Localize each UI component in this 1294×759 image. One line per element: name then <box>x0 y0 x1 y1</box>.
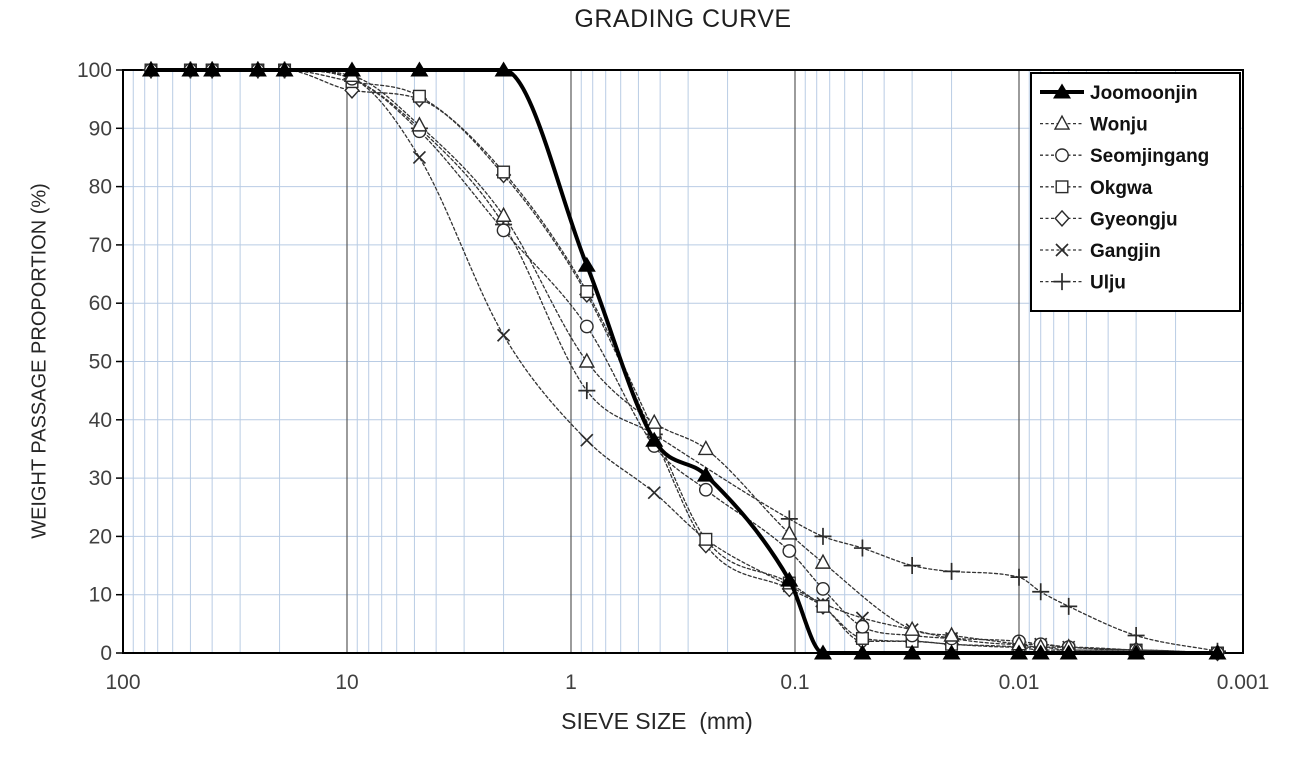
y-tick-label: 0 <box>100 642 112 665</box>
legend-item-ulju: Ulju <box>1040 273 1126 294</box>
x-tick-label: 10 <box>335 671 358 694</box>
y-tick-label: 20 <box>89 525 112 548</box>
y-tick-label: 40 <box>89 409 112 432</box>
x-tick-label: 0.1 <box>780 671 809 694</box>
y-axis-ticks <box>116 69 123 654</box>
y-tick-label: 100 <box>77 59 112 82</box>
legend: Joomoonjin Wonju Seomjingang Okgwa Gyeongju G… <box>1030 72 1241 312</box>
chart-title: GRADING CURVE <box>574 5 792 33</box>
y-tick-label: 90 <box>89 117 112 140</box>
y-tick-label: 80 <box>89 176 112 199</box>
x-tick-label: 0.001 <box>1217 671 1270 694</box>
y-tick-label: 70 <box>89 234 112 257</box>
legend-label: Wonju <box>1090 115 1148 136</box>
series-markers-joomoonjin <box>141 61 1227 660</box>
legend-item-gangjin: Gangjin <box>1040 241 1161 262</box>
x-axis-title: SIEVE SIZE (mm) <box>561 708 753 734</box>
grid-major <box>346 70 1020 653</box>
y-tick-label: 10 <box>89 584 112 607</box>
legend-item-joomoonjin: Joomoonjin <box>1040 83 1198 104</box>
legend-label: Seomjingang <box>1090 146 1209 167</box>
x-tick-labels: 100 10 1 0.1 0.01 0.001 <box>105 671 1269 694</box>
legend-label: Joomoonjin <box>1090 83 1198 104</box>
legend-item-gyeongju: Gyeongju <box>1040 209 1178 230</box>
y-tick-label: 30 <box>89 467 112 490</box>
legend-label: Ulju <box>1090 273 1126 294</box>
legend-label: Gangjin <box>1090 241 1161 262</box>
legend-item-seomjingang: Seomjingang <box>1040 146 1209 167</box>
y-tick-label: 60 <box>89 292 112 315</box>
series-joomoonjin <box>141 61 1227 660</box>
legend-label: Okgwa <box>1090 178 1153 199</box>
y-tick-label: 50 <box>89 351 112 374</box>
legend-item-wonju: Wonju <box>1040 115 1148 136</box>
x-tick-label: 0.01 <box>999 671 1040 694</box>
legend-label: Gyeongju <box>1090 209 1178 230</box>
x-tick-label: 100 <box>105 671 140 694</box>
y-axis-title: WEIGHT PASSAGE PROPORTION (%) <box>28 183 51 539</box>
y-tick-labels: 0 10 20 30 40 50 60 70 80 90 100 <box>77 59 112 665</box>
x-tick-label: 1 <box>565 671 577 694</box>
legend-item-okgwa: Okgwa <box>1040 178 1153 199</box>
